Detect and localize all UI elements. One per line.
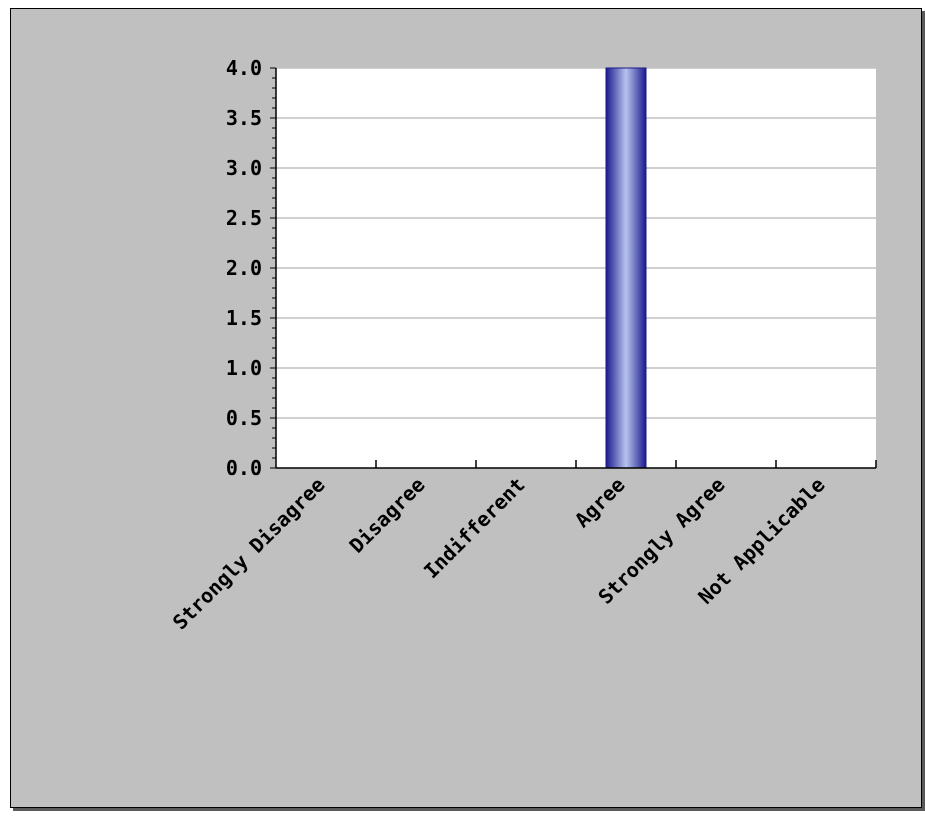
y-tick-label: 3.0	[226, 156, 262, 180]
y-tick-label: 1.5	[226, 306, 262, 330]
y-tick-label: 0.5	[226, 406, 262, 430]
x-tick-label: Indifferent	[419, 473, 530, 584]
y-tick-labels: 0.0 0.5 1.0 1.5 2.0 2.5 3.0 3.5 4.0	[226, 56, 262, 480]
y-tick-label: 2.5	[226, 206, 262, 230]
bars	[605, 67, 647, 469]
y-tick-label: 0.0	[226, 456, 262, 480]
x-tick-label: Agree	[570, 473, 630, 533]
x-tick-label: Strongly Disagree	[168, 473, 330, 635]
axes	[270, 67, 877, 469]
y-tick-label: 4.0	[226, 56, 262, 80]
gridlines	[276, 67, 876, 419]
y-tick-label: 3.5	[226, 106, 262, 130]
bar	[605, 67, 647, 469]
x-tick-label: Disagree	[344, 473, 429, 558]
y-tick-label: 1.0	[226, 356, 262, 380]
y-tick-label: 2.0	[226, 256, 262, 280]
